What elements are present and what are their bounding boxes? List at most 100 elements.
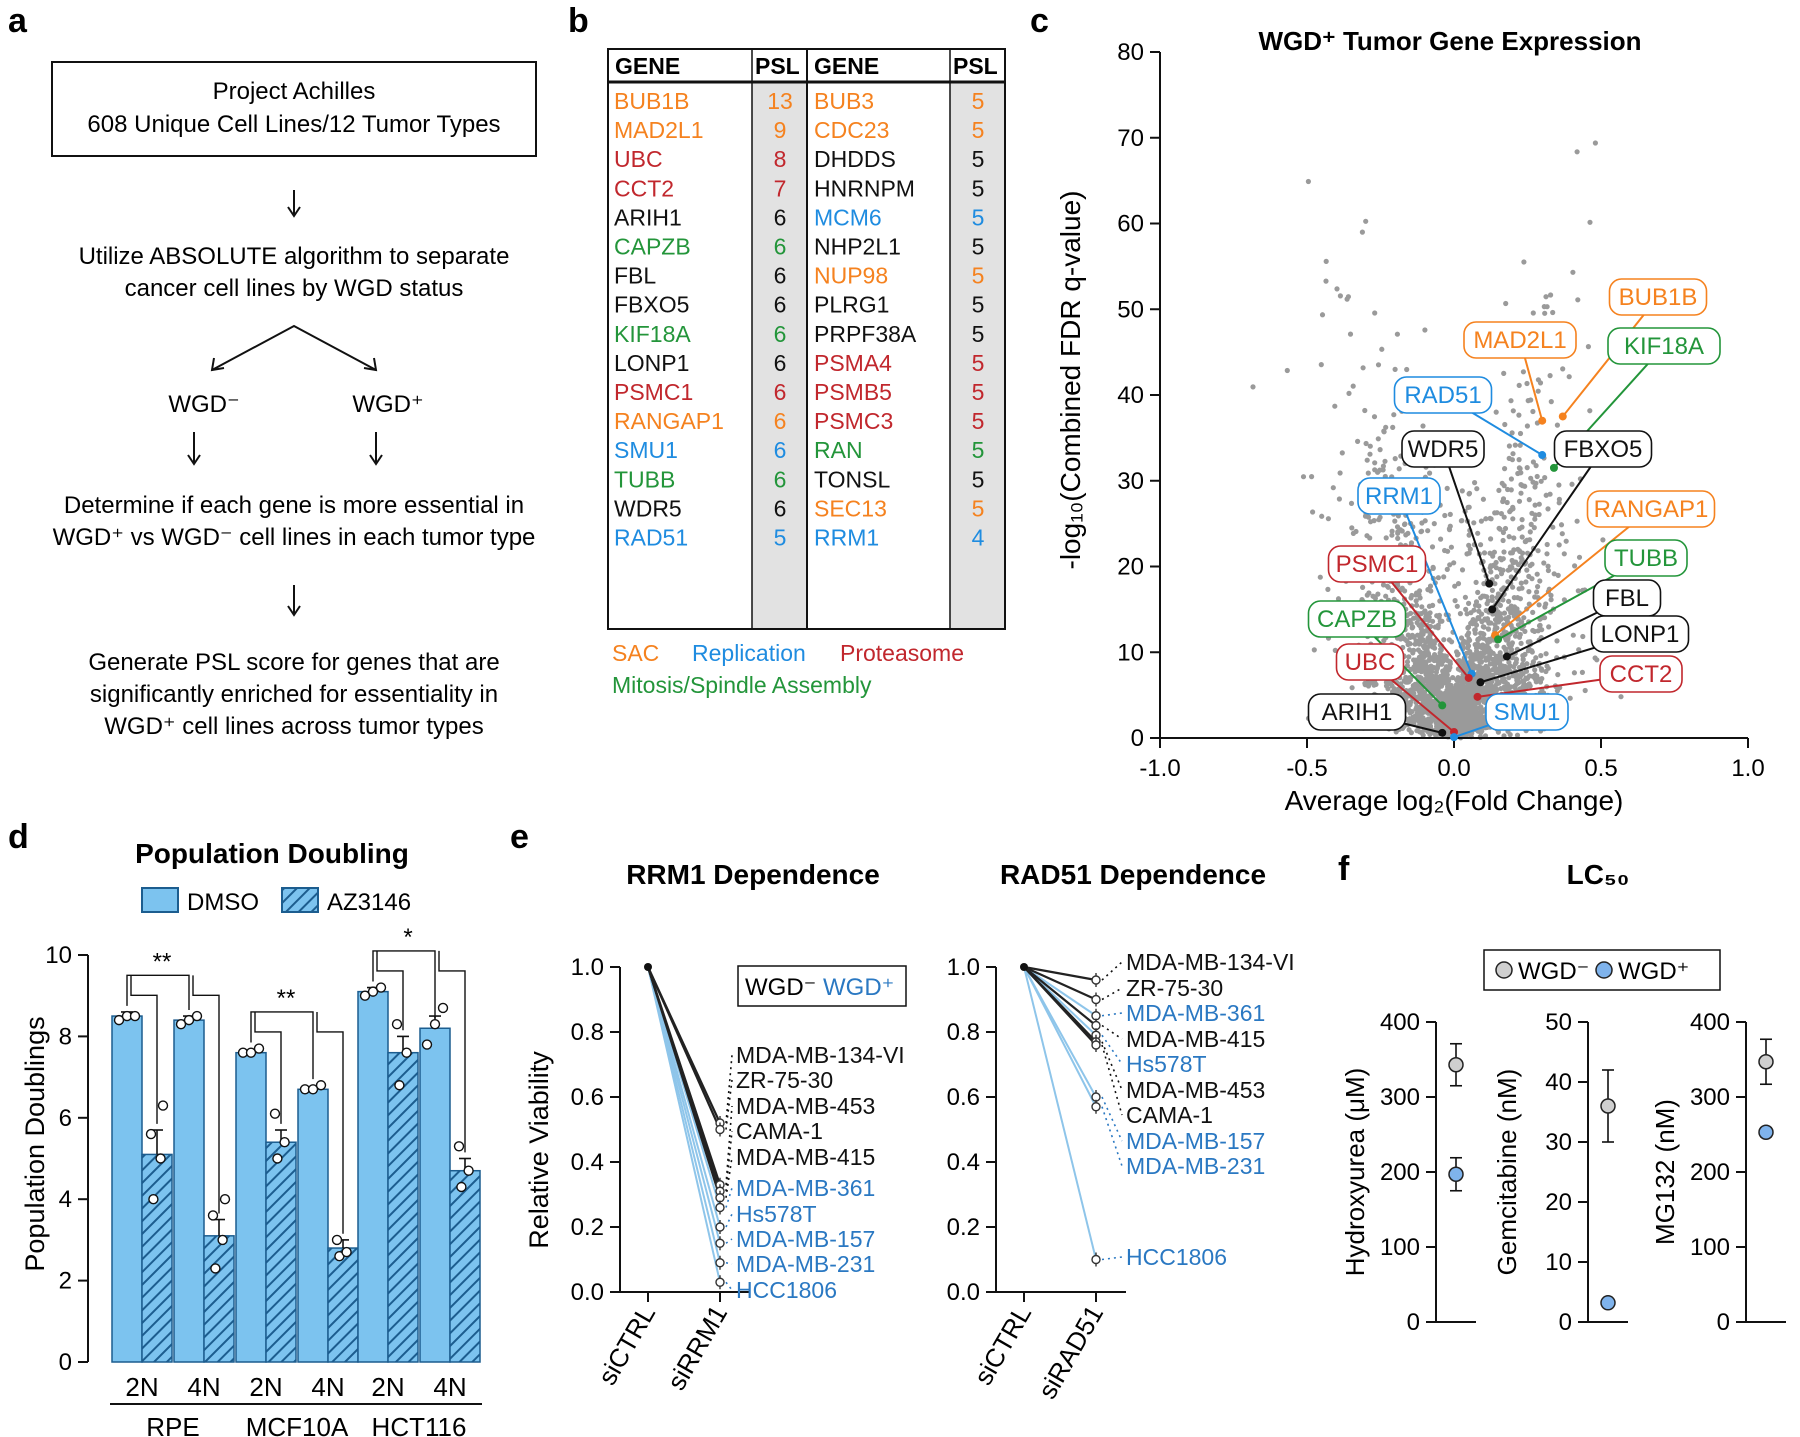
viability-label-leader xyxy=(725,1130,733,1192)
table-psl-right: 5 xyxy=(972,379,985,405)
viability-label-leader xyxy=(1101,1041,1123,1091)
lc50-point xyxy=(1758,1124,1774,1140)
lc50-legend-plus-dot xyxy=(1595,961,1613,979)
viability-ylabel: Relative Viability xyxy=(524,1051,554,1249)
step1-line2: cancer cell lines by WGD status xyxy=(125,275,464,302)
panel-letter-c: c xyxy=(1030,2,1049,40)
replicate-point xyxy=(367,986,379,997)
table-gene-right: PRPF38A xyxy=(814,321,917,347)
table-gene-left: RAD51 xyxy=(614,525,688,551)
table-psl-right: 4 xyxy=(972,525,985,551)
step3-line3: WGD⁺ cell lines across tumor types xyxy=(104,713,483,740)
legend-dmso: DMSO xyxy=(187,889,259,916)
header-psl-left: PSL xyxy=(755,53,800,79)
panel-b: b GENE PSL GENE PSL BUB1B 13 MAD2L1 9 UBC 8 CC… xyxy=(568,2,1006,698)
sig-bracket xyxy=(126,974,190,1010)
cell-line-label: CAMA-1 xyxy=(736,1118,823,1144)
volcano-y-tick-label: 10 xyxy=(1117,639,1144,666)
table-gene-left: UBC xyxy=(614,146,663,172)
volcano-gene-point xyxy=(1464,673,1473,682)
table-psl-right: 5 xyxy=(972,350,985,376)
lc50-y-tick-label: 100 xyxy=(1380,1234,1420,1261)
table-gene-left: BUB1B xyxy=(614,88,689,114)
volcano-gene-point xyxy=(1538,416,1547,425)
sig-bracket xyxy=(316,1011,344,1234)
volcano-gene-point xyxy=(1488,605,1497,614)
volcano-gene-point xyxy=(1485,579,1494,588)
volcano-label-box xyxy=(1335,643,1405,681)
table-psl-left: 6 xyxy=(774,263,787,289)
table-gene-right: RRM1 xyxy=(814,525,879,551)
table-gene-left: FBXO5 xyxy=(614,292,689,318)
sig-bracket xyxy=(254,1011,282,1124)
viability-series-line xyxy=(1023,965,1097,982)
volcano-gene-label: UBC xyxy=(1345,649,1396,676)
condition-label: siCTRL xyxy=(592,1300,661,1390)
wgd-legend-minus: WGD⁻ xyxy=(745,974,816,1001)
panel-letter-a: a xyxy=(8,2,28,40)
table-gene-right: PSMC3 xyxy=(814,408,893,434)
sig-bracket xyxy=(192,975,220,1214)
volcano-label-box xyxy=(1307,600,1407,638)
table-header: GENE PSL GENE PSL xyxy=(615,53,998,79)
lc50-point xyxy=(1758,1054,1774,1070)
bar-dmso xyxy=(357,990,389,1363)
lc50-y-tick-label: 0 xyxy=(1559,1309,1572,1336)
doubling-y-tick-label: 10 xyxy=(45,942,72,969)
volcano-gene-point xyxy=(1558,412,1567,421)
volcano-gene-label: CCT2 xyxy=(1610,661,1673,688)
sig-bracket xyxy=(130,975,158,1124)
replicate-point xyxy=(157,1100,169,1111)
condition-label: siCTRL xyxy=(968,1300,1037,1390)
panel-letter-b: b xyxy=(568,2,589,40)
table-psl-left: 6 xyxy=(774,466,787,492)
panel-letter-d: d xyxy=(8,818,29,856)
panel-a: a Project Achilles 608 Unique Cell Lines… xyxy=(8,2,537,740)
volcano-label-box xyxy=(1553,430,1653,468)
table-gene-left: LONP1 xyxy=(614,350,689,376)
table-psl-right: 5 xyxy=(972,495,985,521)
volcano-y-tick-label: 60 xyxy=(1117,211,1144,238)
volcano-y-tick-label: 30 xyxy=(1117,468,1144,495)
volcano-label-box xyxy=(1463,321,1577,359)
ploidy-label: 4N xyxy=(311,1372,344,1402)
doubling-ylabel: Population Doublings xyxy=(20,1016,50,1271)
lc50-y-tick-label: 400 xyxy=(1380,1009,1420,1036)
volcano-leader-line xyxy=(1491,448,1604,610)
sig-bracket xyxy=(438,950,466,1153)
ploidy-label: 4N xyxy=(187,1372,220,1402)
cell-line-label: MDA-MB-361 xyxy=(736,1175,875,1201)
step2-line2: WGD⁺ vs WGD⁻ cell lines in each tumor ty… xyxy=(53,524,536,551)
bar-az3146 xyxy=(141,1153,173,1363)
replicate-point xyxy=(401,1047,412,1058)
table-psl-left: 6 xyxy=(774,379,787,405)
replicate-point xyxy=(391,1018,403,1030)
viability-end-point xyxy=(715,1222,725,1232)
lc50-legend-minus-dot xyxy=(1495,961,1513,979)
table-gene-right: HNRNPM xyxy=(814,175,915,201)
doubling-title: Population Doubling xyxy=(135,838,409,869)
viability-end-point xyxy=(715,1202,725,1213)
legend-replication: Replication xyxy=(692,640,806,666)
viability-y-tick-label: 1.0 xyxy=(947,954,980,981)
replicate-point xyxy=(217,1234,228,1246)
viability-end-point xyxy=(715,1277,725,1287)
viability-end-point xyxy=(715,1238,725,1248)
viability-y-tick-label: 0.2 xyxy=(571,1214,604,1241)
replicate-point xyxy=(155,1153,166,1164)
viability-label-leader xyxy=(1101,1256,1123,1261)
table-psl-right: 5 xyxy=(972,321,985,347)
viability-y-tick-label: 0.0 xyxy=(571,1279,604,1306)
volcano-label-box xyxy=(1604,539,1688,577)
table-gene-right: SEC13 xyxy=(814,495,887,521)
table-psl-right: 5 xyxy=(972,175,985,201)
table-gene-left: KIF18A xyxy=(614,321,691,347)
table-psl-right: 5 xyxy=(972,408,985,434)
bar-az3146 xyxy=(203,1235,235,1363)
lc50-title: LC₅₀ xyxy=(1567,859,1630,890)
table-gene-right: PSMA4 xyxy=(814,350,892,376)
bar-az3146 xyxy=(449,1169,481,1363)
viability-label-leader xyxy=(725,1156,733,1198)
cell-line-label: MDA-MB-134-VI xyxy=(736,1042,905,1068)
